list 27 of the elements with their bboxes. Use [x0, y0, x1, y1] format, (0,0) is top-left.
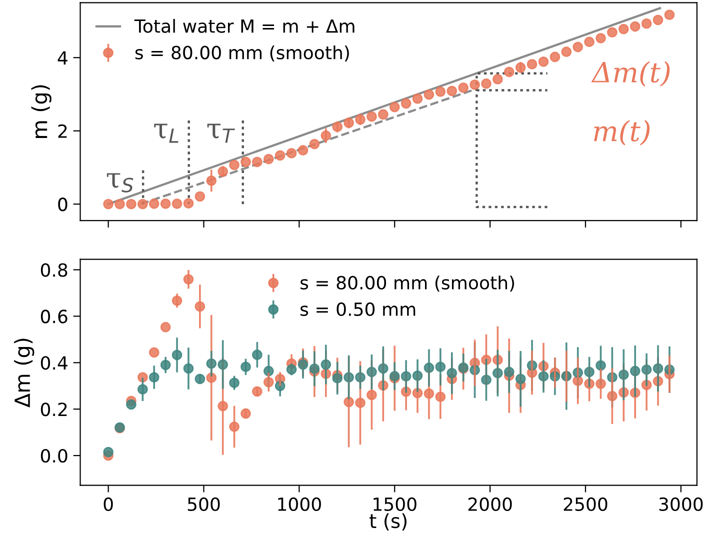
annotation: τ$_{T}$	[207, 124, 235, 143]
y-axis-title: Δm (g)	[14, 338, 34, 408]
y-axis-title: m (g)	[31, 85, 52, 138]
y-tick-label: 0	[58, 198, 68, 212]
y-tick-label: 0.2	[40, 402, 67, 416]
x-tick-label: 2500	[564, 497, 608, 512]
y-tick-label: 4	[58, 51, 68, 64]
annotation: τ$_{L}$	[154, 124, 178, 143]
x-axis-title: t (s)	[370, 513, 406, 531]
legend-label: Total water M = m + Δm	[134, 18, 354, 33]
x-tick-label: 2000	[468, 497, 512, 512]
x-tick-label: 1500	[374, 497, 416, 512]
annotation: τ$_{S}$	[106, 173, 134, 192]
x-tick-label: 0	[104, 497, 113, 512]
legend-label: s = 0.50 mm	[300, 302, 416, 316]
y-tick-label: 2	[58, 124, 67, 138]
legend-label: s = 80.00 mm (smooth)	[135, 45, 349, 62]
x-tick-label: 500	[188, 497, 220, 512]
y-tick-label: 0.4	[40, 356, 68, 370]
x-tick-label: 3000	[659, 497, 703, 512]
annotation: m(t)	[594, 120, 650, 146]
y-tick-label: 0.0	[40, 449, 68, 463]
annotation: Δm(t)	[591, 61, 670, 87]
legend-label: s = 80.00 mm (smooth)	[300, 276, 514, 292]
y-tick-label: 0.6	[40, 310, 68, 324]
x-tick-label: 1000	[278, 497, 321, 512]
y-tick-label: 0.8	[40, 263, 68, 277]
